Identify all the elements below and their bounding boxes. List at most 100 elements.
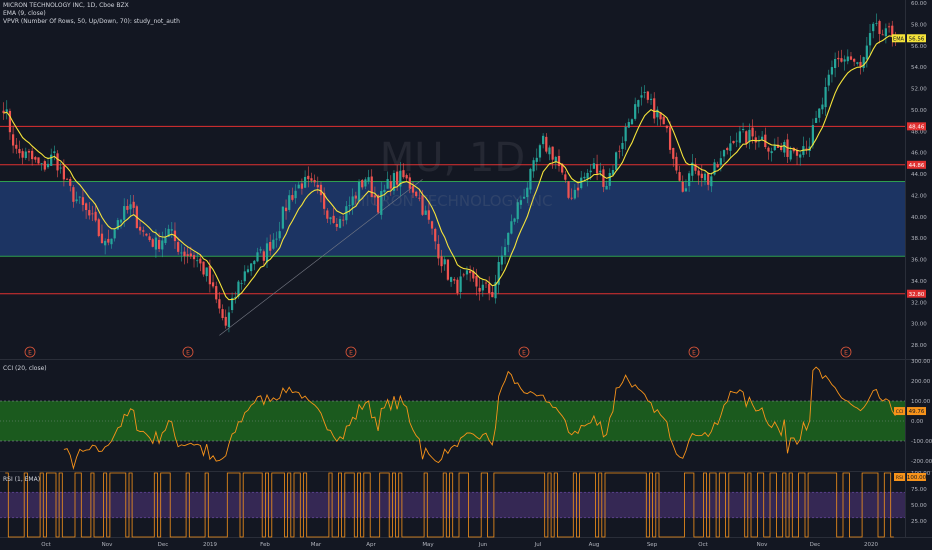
candle-body: [662, 116, 665, 125]
candle-body: [275, 238, 278, 240]
candle-body: [208, 265, 211, 285]
candle-body: [656, 109, 659, 118]
candle-body: [827, 74, 830, 86]
candle-body: [668, 127, 672, 150]
candle-body: [859, 61, 862, 67]
candle-body: [891, 25, 894, 38]
candle-body: [751, 127, 754, 137]
candle-body: [646, 91, 649, 100]
candle-body: [475, 275, 478, 287]
candle-body: [872, 23, 875, 32]
candle-body: [310, 178, 313, 181]
candle-body: [316, 184, 319, 188]
candle-body: [564, 174, 567, 180]
candle-body: [281, 206, 284, 229]
candle-body: [462, 274, 465, 276]
candle-body: [814, 117, 818, 123]
candle-body: [599, 170, 602, 173]
candle-body: [789, 150, 792, 160]
candle-body: [561, 163, 564, 173]
rsi-legend[interactable]: RSI (1, EMA): [3, 476, 41, 483]
time-tick-label: Oct: [41, 542, 51, 548]
ema-legend[interactable]: EMA (9, close): [3, 10, 46, 17]
earnings-marker-label: E: [522, 350, 526, 357]
candle-body: [478, 287, 481, 292]
time-tick-label: Sep: [647, 542, 658, 548]
candle-body: [237, 281, 240, 297]
candle-body: [303, 176, 307, 188]
candle-body: [792, 147, 795, 152]
vpvr-legend[interactable]: VPVR (Number Of Rows, 50, Up/Down, 70): …: [3, 18, 180, 25]
price-tick-label: 32.00: [911, 300, 927, 306]
time-tick-label: Nov: [102, 542, 113, 548]
candle-body: [43, 161, 46, 170]
ema-value-tag: [907, 34, 926, 43]
candle-body: [81, 197, 85, 205]
level-price-tag: [907, 160, 926, 169]
candle-body: [592, 163, 596, 169]
candle-body: [729, 143, 732, 151]
candle-body: [507, 232, 510, 245]
earnings-marker-label: E: [692, 350, 696, 357]
symbol-legend[interactable]: MICRON TECHNOLOGY INC, 1D, Cboe BZX: [3, 2, 129, 9]
candle-body: [567, 181, 570, 198]
candle-body: [221, 309, 224, 319]
candle-body: [573, 189, 576, 199]
candle-body: [761, 136, 764, 140]
candle-body: [776, 144, 780, 148]
candle-body: [494, 282, 497, 299]
candle-body: [830, 67, 834, 75]
candle-body: [234, 297, 237, 298]
candle-body: [59, 167, 62, 169]
candle-body: [113, 229, 116, 239]
candle-body: [722, 150, 726, 157]
candle-body: [621, 142, 624, 149]
candle-body: [840, 58, 843, 62]
trend-line: [219, 179, 423, 336]
candle-body: [110, 238, 113, 245]
candle-body: [230, 297, 234, 311]
candle-body: [183, 251, 186, 256]
candle-body: [529, 168, 532, 190]
candle-body: [424, 210, 427, 215]
candle-body: [834, 59, 837, 69]
earnings-marker-icon: [182, 346, 194, 358]
candle-body: [554, 156, 557, 162]
candle-body: [46, 163, 50, 168]
candle-body: [637, 100, 640, 107]
candle-body: [34, 157, 37, 160]
candle-body: [167, 228, 170, 237]
candle-body: [488, 283, 491, 294]
candle-body: [284, 207, 288, 212]
price-tick-label: 42.00: [911, 193, 927, 199]
level-price-tag: [907, 289, 926, 298]
time-tick-label: Apr: [366, 542, 376, 548]
candle-body: [586, 172, 589, 179]
earnings-marker-label: E: [186, 350, 190, 357]
cci-legend[interactable]: CCI (20, close): [3, 365, 47, 372]
candle-body: [868, 33, 872, 46]
candle-body: [297, 184, 300, 189]
candle-body: [611, 169, 615, 175]
time-tick-label: Jun: [478, 542, 488, 548]
price-tick-label: 30.00: [911, 322, 927, 328]
candle-body: [148, 236, 151, 241]
candle-body: [215, 286, 218, 300]
candle-body: [703, 173, 707, 181]
time-tick-label: May: [422, 542, 434, 548]
candle-body: [53, 151, 56, 154]
candle-body: [500, 255, 503, 265]
candle-body: [177, 242, 180, 252]
candle-body: [449, 277, 453, 282]
candle-body: [151, 239, 154, 247]
candle-body: [291, 195, 294, 200]
candle-body: [11, 134, 15, 146]
candle-body: [557, 155, 561, 167]
candle-body: [97, 219, 100, 237]
earnings-marker-icon: [345, 346, 357, 358]
candle-body: [503, 247, 507, 256]
candle-body: [545, 136, 548, 152]
earnings-marker-icon: [518, 346, 530, 358]
ema-line: [3, 35, 896, 301]
